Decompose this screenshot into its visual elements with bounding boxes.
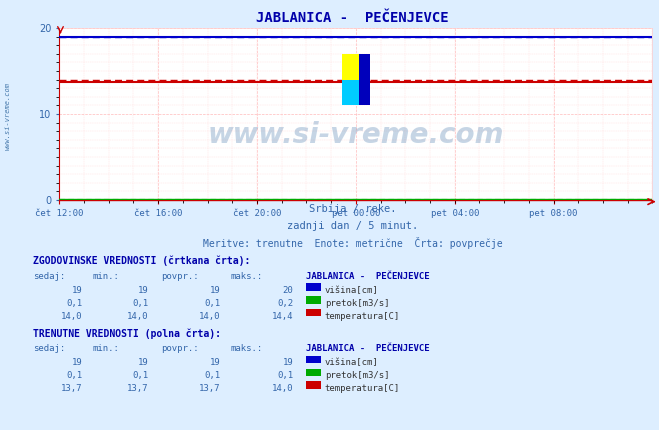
Text: 14,0: 14,0: [61, 312, 82, 321]
Bar: [342, 54, 359, 80]
Text: 19: 19: [72, 358, 82, 367]
Text: pretok[m3/s]: pretok[m3/s]: [325, 371, 389, 380]
Text: 0,1: 0,1: [205, 299, 221, 308]
Text: ZGODOVINSKE VREDNOSTI (črtkana črta):: ZGODOVINSKE VREDNOSTI (črtkana črta):: [33, 256, 250, 266]
Text: 0,1: 0,1: [132, 299, 148, 308]
Text: 19: 19: [210, 286, 221, 295]
Text: min.:: min.:: [92, 344, 119, 353]
Text: TRENUTNE VREDNOSTI (polna črta):: TRENUTNE VREDNOSTI (polna črta):: [33, 328, 221, 338]
Text: 14,0: 14,0: [272, 384, 293, 393]
Text: sedaj:: sedaj:: [33, 344, 65, 353]
Text: 19: 19: [138, 286, 148, 295]
Text: Srbija / reke.: Srbija / reke.: [309, 204, 396, 214]
Text: povpr.:: povpr.:: [161, 344, 199, 353]
Text: 14,0: 14,0: [199, 312, 221, 321]
Text: JABLANICA -  PEČENJEVCE: JABLANICA - PEČENJEVCE: [306, 272, 430, 281]
Bar: [359, 54, 370, 105]
Text: 0,1: 0,1: [205, 371, 221, 380]
Text: maks.:: maks.:: [231, 272, 263, 281]
Text: 14,4: 14,4: [272, 312, 293, 321]
Text: www.si-vreme.com: www.si-vreme.com: [208, 120, 504, 149]
Text: 13,7: 13,7: [61, 384, 82, 393]
Text: maks.:: maks.:: [231, 344, 263, 353]
Text: temperatura[C]: temperatura[C]: [325, 312, 400, 321]
Text: 20: 20: [283, 286, 293, 295]
Text: višina[cm]: višina[cm]: [325, 286, 379, 295]
Text: 19: 19: [283, 358, 293, 367]
Text: 19: 19: [210, 358, 221, 367]
Text: 13,7: 13,7: [127, 384, 148, 393]
Text: www.si-vreme.com: www.si-vreme.com: [5, 82, 11, 150]
Text: 19: 19: [72, 286, 82, 295]
Text: 0,1: 0,1: [277, 371, 293, 380]
Text: 13,7: 13,7: [199, 384, 221, 393]
Text: 19: 19: [138, 358, 148, 367]
Text: JABLANICA -  PEČENJEVCE: JABLANICA - PEČENJEVCE: [306, 344, 430, 353]
Bar: [342, 80, 359, 105]
Text: 0,2: 0,2: [277, 299, 293, 308]
Text: Meritve: trenutne  Enote: metrične  Črta: povprečje: Meritve: trenutne Enote: metrične Črta: …: [203, 237, 502, 249]
Text: 14,0: 14,0: [127, 312, 148, 321]
Text: 0,1: 0,1: [132, 371, 148, 380]
Text: zadnji dan / 5 minut.: zadnji dan / 5 minut.: [287, 221, 418, 230]
Text: min.:: min.:: [92, 272, 119, 281]
Text: temperatura[C]: temperatura[C]: [325, 384, 400, 393]
Text: višina[cm]: višina[cm]: [325, 358, 379, 367]
Text: 0,1: 0,1: [67, 371, 82, 380]
Text: 0,1: 0,1: [67, 299, 82, 308]
Text: JABLANICA -  PEČENJEVCE: JABLANICA - PEČENJEVCE: [256, 11, 449, 25]
Text: sedaj:: sedaj:: [33, 272, 65, 281]
Text: pretok[m3/s]: pretok[m3/s]: [325, 299, 389, 308]
Text: povpr.:: povpr.:: [161, 272, 199, 281]
